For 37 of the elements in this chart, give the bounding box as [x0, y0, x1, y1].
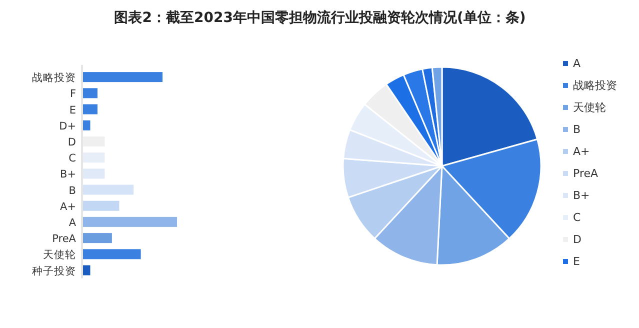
bar	[83, 265, 90, 276]
legend-label: B+	[573, 189, 590, 202]
legend-label: B	[573, 123, 581, 136]
y-tick-label: PreA	[52, 233, 77, 246]
y-tick-label: 战略投资	[32, 72, 76, 84]
bar	[83, 72, 163, 82]
y-tick-label: B+	[60, 168, 76, 181]
legend-label: 战略投资	[573, 79, 617, 92]
legend-label: 天使轮	[573, 101, 606, 114]
y-tick-label: A+	[60, 200, 76, 213]
bar	[83, 120, 90, 130]
bar	[83, 168, 105, 179]
bar	[83, 233, 112, 244]
bar	[83, 216, 177, 227]
legend-label: A+	[573, 145, 590, 158]
bar	[83, 88, 98, 98]
y-tick-label: F	[70, 88, 76, 100]
y-tick-label: 天使轮	[43, 249, 76, 262]
bar	[83, 152, 105, 163]
bar	[83, 200, 120, 211]
y-tick-label: 种子投资	[32, 264, 76, 278]
bar	[83, 184, 134, 195]
y-tick-label: C	[68, 152, 76, 165]
y-tick-label: D+	[59, 120, 76, 132]
y-tick-label: E	[69, 104, 76, 116]
y-tick-label: B	[68, 184, 76, 197]
legend-label: A	[573, 57, 581, 70]
legend-label: PreA	[573, 167, 598, 180]
y-tick-label: D	[68, 136, 76, 148]
bar	[83, 136, 105, 146]
legend-label: C	[573, 211, 581, 224]
bar	[83, 104, 98, 114]
legend-label: E	[573, 255, 580, 268]
bar	[83, 249, 141, 260]
legend-label: D	[573, 233, 582, 246]
y-tick-label: A	[68, 216, 77, 229]
text: 图表2：截至2023年中国零担物流行业投融资轮次情况(单位：条)	[114, 9, 526, 26]
